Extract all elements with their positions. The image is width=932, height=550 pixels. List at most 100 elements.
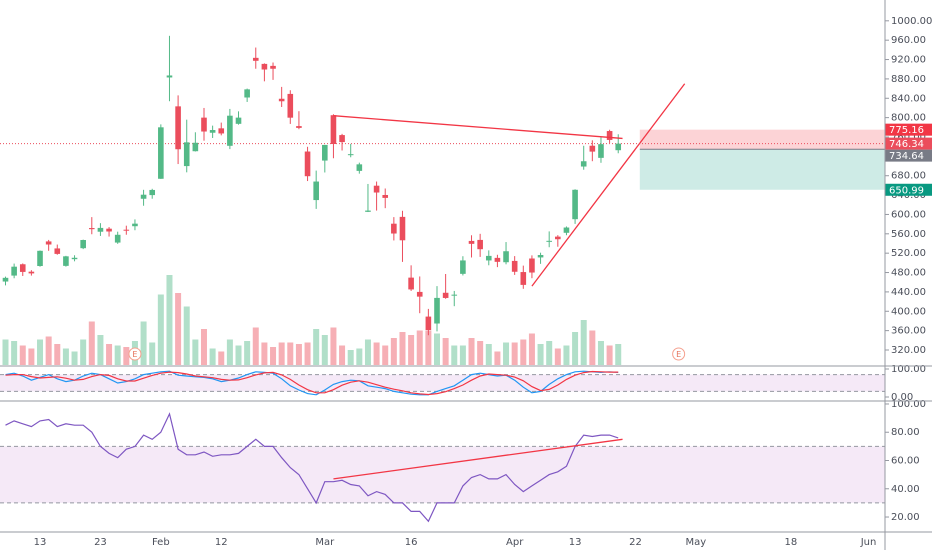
- price-label: 734.64: [889, 151, 924, 162]
- volume-bar: [503, 342, 510, 365]
- y-tick-label: 60.00: [891, 456, 920, 467]
- candle-body: [123, 229, 130, 231]
- candle-body: [2, 277, 9, 282]
- volume-bar: [408, 335, 415, 365]
- candle-body: [580, 161, 587, 167]
- x-tick-label: 16: [405, 537, 418, 548]
- y-tick-label: 1000.00: [891, 16, 932, 27]
- candle-body: [339, 135, 345, 143]
- candle-body: [442, 292, 449, 298]
- volume-bar: [537, 344, 544, 365]
- plot-layer: E E 320.00 360.00 400.00 440.00 480.00 520.00 56…: [0, 16, 932, 548]
- candle-body: [106, 228, 112, 232]
- candle-body: [434, 297, 440, 324]
- volume-bar: [192, 339, 199, 365]
- volume-bar: [597, 341, 604, 365]
- candle-body: [71, 257, 78, 260]
- volume-bar: [37, 339, 44, 365]
- candle-body: [158, 127, 164, 179]
- indicator-line: [5, 370, 619, 396]
- candle-body: [313, 181, 319, 201]
- candle-body: [537, 255, 544, 258]
- volume-bar: [45, 336, 52, 365]
- volume-bar: [226, 339, 233, 365]
- candle-body: [227, 115, 233, 146]
- candle-body: [460, 260, 466, 274]
- volume-bar: [373, 342, 380, 365]
- x-tick-label: 18: [784, 537, 797, 548]
- volume-bar: [606, 345, 613, 365]
- candle-body: [477, 239, 483, 250]
- volume-bar: [580, 320, 587, 365]
- volume-bar: [106, 344, 113, 365]
- candle-body: [511, 260, 518, 272]
- candle-body: [606, 131, 613, 140]
- volume-bar: [434, 333, 440, 365]
- candle-body: [382, 194, 389, 198]
- volume-bar: [416, 330, 423, 365]
- candle-body: [598, 144, 604, 158]
- indicator-line: [5, 370, 619, 396]
- price-label: 775.16: [889, 125, 924, 136]
- y-tick-label: 560.00: [891, 229, 926, 240]
- volume-bar: [218, 351, 225, 365]
- volume-bar: [451, 345, 458, 365]
- candle-body: [37, 250, 43, 267]
- volume-bar: [278, 342, 285, 365]
- candle-body: [485, 255, 492, 261]
- band-fill: [0, 446, 885, 503]
- candle-body: [408, 277, 414, 290]
- volume-bar: [80, 339, 87, 365]
- y-tick-label: 440.00: [891, 287, 926, 298]
- earnings-marker: [128, 347, 142, 361]
- volume-bar: [140, 321, 147, 365]
- candle-body: [563, 227, 570, 233]
- x-tick-label: Mar: [315, 537, 335, 548]
- candle-body: [19, 264, 26, 272]
- volume-bar: [589, 330, 596, 365]
- candle-body: [218, 128, 225, 134]
- volume-bar: [442, 338, 449, 365]
- candle-body: [28, 271, 35, 274]
- volume-bar: [114, 345, 121, 365]
- candle-body: [140, 194, 147, 199]
- candle-body: [615, 143, 622, 151]
- volume-bar: [511, 342, 518, 365]
- volume-bar: [468, 338, 475, 365]
- candle-body: [278, 98, 285, 102]
- y-tick-label: 320.00: [891, 345, 926, 356]
- volume-bar: [477, 341, 484, 365]
- candle-body: [520, 272, 527, 285]
- candle-body: [425, 316, 432, 331]
- volume-bar: [546, 341, 553, 365]
- y-tick-label: 960.00: [891, 35, 926, 46]
- price-label-bg: [885, 137, 932, 150]
- band-fill: [0, 374, 885, 392]
- price-label: 746.34: [889, 139, 924, 150]
- candle-body: [304, 151, 311, 177]
- y-tick-label: 100.00: [891, 364, 926, 375]
- candle-body: [183, 142, 190, 167]
- y-tick-label: 760.00: [891, 132, 926, 143]
- x-tick-label: Jun: [860, 537, 877, 548]
- volume-bar: [364, 339, 371, 365]
- candle-body: [347, 154, 354, 156]
- y-tick-label: 840.00: [891, 93, 926, 104]
- earnings-label: E: [676, 350, 681, 359]
- volume-bar: [200, 329, 207, 365]
- x-tick-label: Feb: [152, 537, 170, 548]
- candle-body: [589, 145, 596, 152]
- price-label-bg: [885, 183, 932, 196]
- y-tick-label: 480.00: [891, 268, 926, 279]
- candle-body: [114, 234, 121, 243]
- y-tick-label: 400.00: [891, 306, 926, 317]
- candle-body: [63, 256, 69, 266]
- candle-body: [97, 227, 104, 232]
- volume-bar: [347, 350, 354, 365]
- x-tick-label: 13: [34, 537, 47, 548]
- candle-body: [149, 189, 156, 196]
- volume-bar: [572, 332, 579, 365]
- trend-line: [333, 115, 623, 140]
- candle-body: [572, 189, 578, 220]
- y-tick-label: 520.00: [891, 248, 926, 259]
